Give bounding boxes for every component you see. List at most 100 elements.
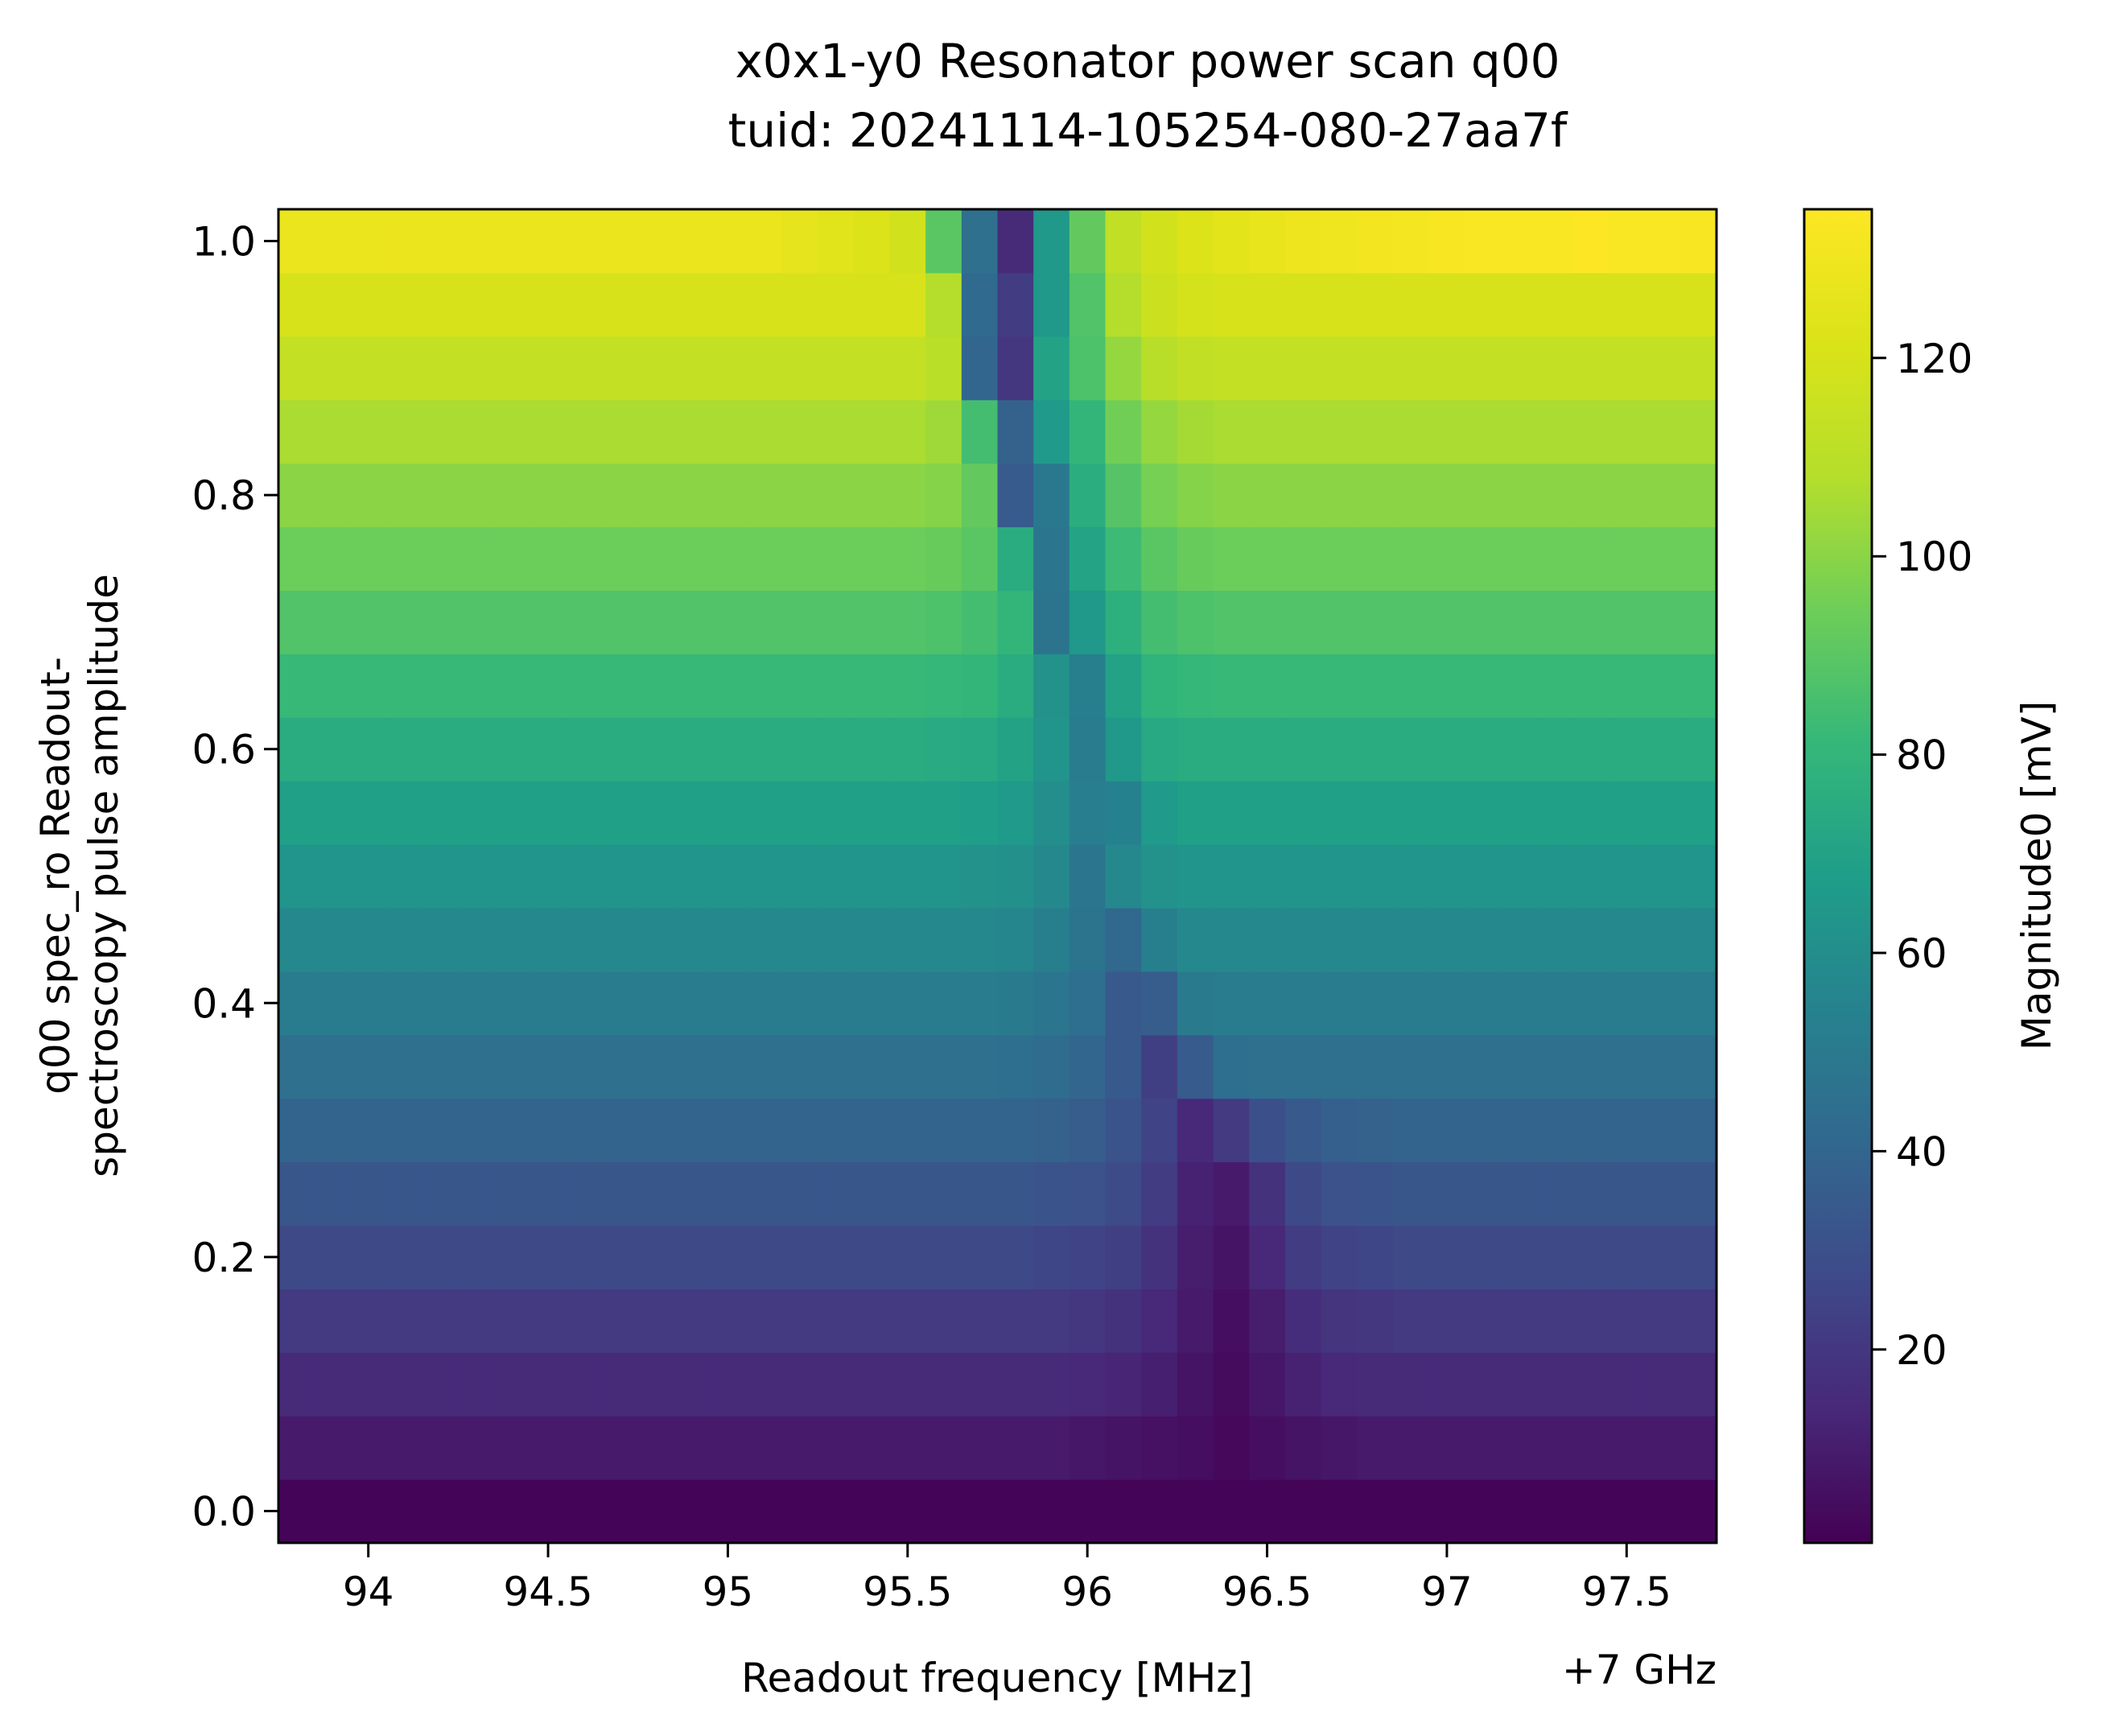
heatmap-cell bbox=[637, 781, 675, 845]
heatmap-cell bbox=[889, 1225, 926, 1289]
heatmap-cell bbox=[674, 336, 711, 401]
heatmap-cell bbox=[1069, 463, 1107, 528]
heatmap-cell bbox=[422, 399, 459, 464]
heatmap-cell bbox=[494, 1289, 531, 1353]
heatmap-cell bbox=[889, 1034, 926, 1099]
heatmap-cell bbox=[1465, 463, 1502, 528]
heatmap-cell bbox=[1069, 717, 1107, 781]
heatmap-cell bbox=[1500, 844, 1538, 909]
heatmap-cell bbox=[997, 336, 1034, 401]
heatmap-cell bbox=[494, 209, 531, 274]
heatmap-cell bbox=[350, 1161, 387, 1227]
heatmap-cell bbox=[1069, 1352, 1107, 1416]
heatmap-cell bbox=[637, 336, 675, 401]
heatmap-cell bbox=[889, 272, 926, 337]
heatmap-cell bbox=[1321, 1161, 1358, 1227]
heatmap-cell bbox=[494, 1161, 531, 1227]
heatmap-cell bbox=[1321, 399, 1358, 464]
heatmap-cell bbox=[1428, 1098, 1465, 1163]
heatmap-cell bbox=[458, 1225, 495, 1289]
heatmap-cell bbox=[1428, 209, 1465, 274]
heatmap-cell bbox=[386, 209, 423, 274]
heatmap-cell bbox=[745, 844, 783, 909]
heatmap-cell bbox=[566, 1289, 603, 1353]
heatmap-cell bbox=[997, 463, 1034, 528]
heatmap-cell bbox=[781, 1289, 818, 1353]
heatmap-cell bbox=[602, 1479, 639, 1544]
heatmap-cell bbox=[745, 654, 783, 718]
heatmap-cell bbox=[1321, 1352, 1358, 1416]
heatmap-cell bbox=[818, 971, 855, 1036]
heatmap-cell bbox=[1680, 1479, 1717, 1544]
heatmap-cell bbox=[1536, 1479, 1573, 1544]
heatmap-cell bbox=[458, 1161, 495, 1227]
heatmap-cell bbox=[1069, 1161, 1107, 1227]
heatmap-cell bbox=[1105, 844, 1142, 909]
heatmap-cell bbox=[1428, 1225, 1465, 1289]
heatmap-cell bbox=[566, 336, 603, 401]
heatmap-cell bbox=[1141, 1289, 1178, 1353]
heatmap-cell bbox=[494, 717, 531, 781]
y-tick-label: 0.8 bbox=[192, 472, 256, 519]
heatmap-cell bbox=[1500, 971, 1538, 1036]
heatmap-cell bbox=[1213, 272, 1250, 337]
heatmap-cell bbox=[602, 1289, 639, 1353]
heatmap-cell bbox=[889, 1289, 926, 1353]
heatmap-cell bbox=[889, 1416, 926, 1480]
heatmap-cell bbox=[961, 844, 999, 909]
heatmap-cell bbox=[1213, 463, 1250, 528]
heatmap-cell bbox=[1465, 971, 1502, 1036]
heatmap-cell bbox=[386, 336, 423, 401]
heatmap-cell bbox=[1141, 1416, 1178, 1480]
heatmap-cell bbox=[1357, 717, 1394, 781]
heatmap-cell bbox=[1536, 971, 1573, 1036]
heatmap-cell bbox=[1069, 1225, 1107, 1289]
heatmap-cell bbox=[386, 1352, 423, 1416]
heatmap-cell bbox=[853, 1098, 891, 1163]
heatmap-cell bbox=[350, 1034, 387, 1099]
heatmap-cell bbox=[1141, 526, 1178, 592]
heatmap-cell bbox=[1465, 399, 1502, 464]
heatmap-cell bbox=[1321, 1416, 1358, 1480]
heatmap-cell bbox=[1105, 654, 1142, 718]
heatmap-cell bbox=[1105, 1225, 1142, 1289]
heatmap-cell bbox=[889, 844, 926, 909]
heatmap-cell bbox=[1033, 1098, 1070, 1163]
heatmap-cell bbox=[1465, 1098, 1502, 1163]
heatmap-cell bbox=[1321, 781, 1358, 845]
heatmap-cell bbox=[1213, 590, 1250, 654]
heatmap-cell bbox=[1033, 1161, 1070, 1227]
heatmap-cell bbox=[1213, 1352, 1250, 1416]
heatmap-cell bbox=[1357, 1161, 1394, 1227]
heatmap-cell bbox=[710, 526, 747, 592]
heatmap-cell bbox=[1572, 399, 1609, 464]
heatmap-cell bbox=[530, 590, 567, 654]
heatmap-cell bbox=[422, 1098, 459, 1163]
heatmap-cell bbox=[566, 1161, 603, 1227]
heatmap-cell bbox=[386, 1479, 423, 1544]
heatmap-cell bbox=[602, 209, 639, 274]
heatmap-cell bbox=[278, 399, 315, 464]
heatmap-cell bbox=[1141, 781, 1178, 845]
heatmap-cell bbox=[637, 1034, 675, 1099]
y-tick-label: 0.2 bbox=[192, 1235, 256, 1281]
heatmap-cell bbox=[853, 399, 891, 464]
heatmap-cell bbox=[314, 526, 351, 592]
heatmap-cell bbox=[781, 781, 818, 845]
heatmap-cell bbox=[1069, 590, 1107, 654]
heatmap-cell bbox=[925, 907, 962, 972]
heatmap-cell bbox=[1500, 907, 1538, 972]
heatmap-cell bbox=[1680, 590, 1717, 654]
heatmap-cell bbox=[566, 844, 603, 909]
heatmap-cell bbox=[278, 272, 315, 337]
heatmap-cell bbox=[278, 1161, 315, 1227]
heatmap-cell bbox=[1284, 1225, 1322, 1289]
heatmap-cell bbox=[1536, 844, 1573, 909]
heatmap-cell bbox=[1644, 526, 1681, 592]
heatmap-cell bbox=[530, 717, 567, 781]
heatmap-cell bbox=[1284, 1479, 1322, 1544]
heatmap-cell bbox=[566, 272, 603, 337]
heatmap-cell bbox=[350, 526, 387, 592]
heatmap-cell bbox=[818, 272, 855, 337]
heatmap-cell bbox=[1069, 654, 1107, 718]
